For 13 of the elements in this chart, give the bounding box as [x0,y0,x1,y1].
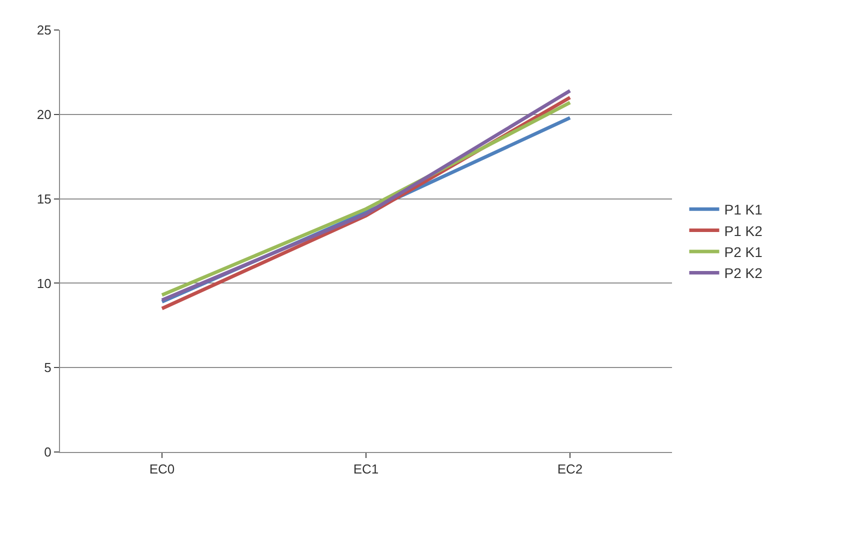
y-tick-label: 20 [36,106,52,122]
y-tick-label: 5 [44,360,52,376]
legend-label: P1 K1 [724,202,763,218]
y-tick-label: 25 [36,22,52,38]
legend-label: P1 K2 [724,222,763,239]
legend-label: P2 K1 [724,244,763,260]
y-tick-label: 15 [36,191,52,206]
y-tick-label: 10 [36,276,52,291]
y-tick-label: 0 [44,444,52,460]
x-tick-label: EC2 [557,462,583,477]
legend-label: P2 K2 [724,265,763,282]
x-tick-label: EC1 [353,462,379,477]
x-tick-label: EC0 [149,462,175,477]
